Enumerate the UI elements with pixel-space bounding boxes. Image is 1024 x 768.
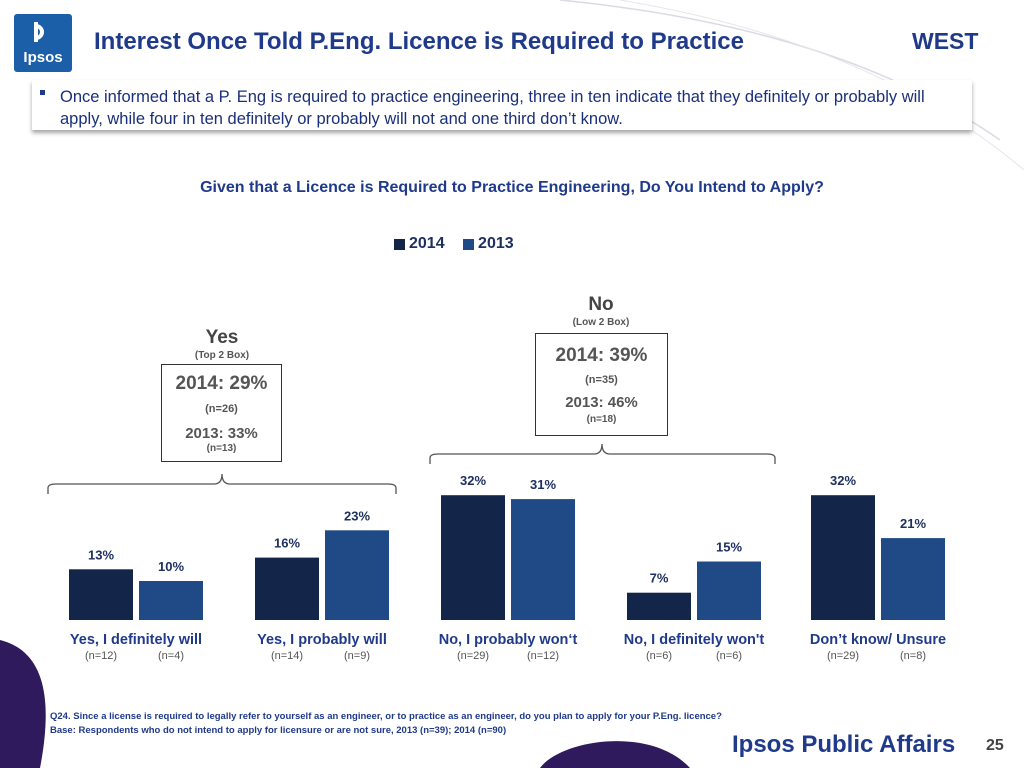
footnote-question: Q24. Since a license is required to lega… bbox=[50, 711, 722, 722]
page-number: 25 bbox=[986, 737, 1004, 754]
legend-item-2013: 2013 bbox=[463, 235, 514, 253]
bullet-marker bbox=[40, 90, 45, 95]
chart-legend: 2014 2013 bbox=[394, 235, 528, 255]
no-2013-n: (n=18) bbox=[586, 414, 617, 425]
region-label: WEST bbox=[912, 28, 979, 54]
yes-2014-value: 2014: 29% bbox=[175, 373, 268, 394]
yes-heading: Yes bbox=[205, 327, 239, 348]
chart-title: Given that a Licence is Required to Prac… bbox=[200, 179, 824, 196]
summary-bullet-text: Once informed that a P. Eng is required … bbox=[60, 88, 925, 128]
yes-summary-box: 2014: 29% (n=26) 2013: 33% (n=13) bbox=[161, 364, 282, 462]
no-2014-value: 2014: 39% bbox=[555, 345, 648, 366]
no-2014-n: (n=35) bbox=[585, 374, 618, 386]
yes-2013-n: (n=13) bbox=[206, 443, 237, 454]
no-subheading: (Low 2 Box) bbox=[572, 317, 630, 328]
page-title: Interest Once Told P.Eng. Licence is Req… bbox=[94, 28, 744, 55]
footnote: Q24. Since a license is required to lega… bbox=[50, 710, 722, 738]
legend-label-2014: 2014 bbox=[409, 235, 445, 252]
yes-2014-n: (n=26) bbox=[205, 403, 238, 415]
legend-swatch-2013 bbox=[463, 238, 475, 250]
no-2013-value: 2013: 46% bbox=[565, 394, 638, 411]
legend-swatch-2014 bbox=[394, 238, 405, 250]
legend-item-2014: 2014 bbox=[394, 235, 445, 253]
brand-wordmark: Ipsos Public Affairs bbox=[732, 731, 956, 758]
ipsos-logo: Ipsos bbox=[14, 14, 72, 72]
yes-brace bbox=[47, 473, 397, 494]
footnote-base: Base: Respondents who do not intend to a… bbox=[50, 725, 507, 736]
no-heading: No bbox=[588, 294, 614, 315]
yes-subheading: (Top 2 Box) bbox=[194, 350, 250, 361]
logo-text: Ipsos bbox=[23, 49, 63, 66]
summary-bullet-box: Once informed that a P. Eng is required … bbox=[32, 80, 972, 130]
no-summary-box: 2014: 39% (n=35) 2013: 46% (n=18) bbox=[535, 333, 668, 436]
no-brace bbox=[429, 443, 776, 464]
legend-label-2013: 2013 bbox=[478, 235, 514, 252]
yes-2013-value: 2013: 33% bbox=[185, 425, 258, 442]
